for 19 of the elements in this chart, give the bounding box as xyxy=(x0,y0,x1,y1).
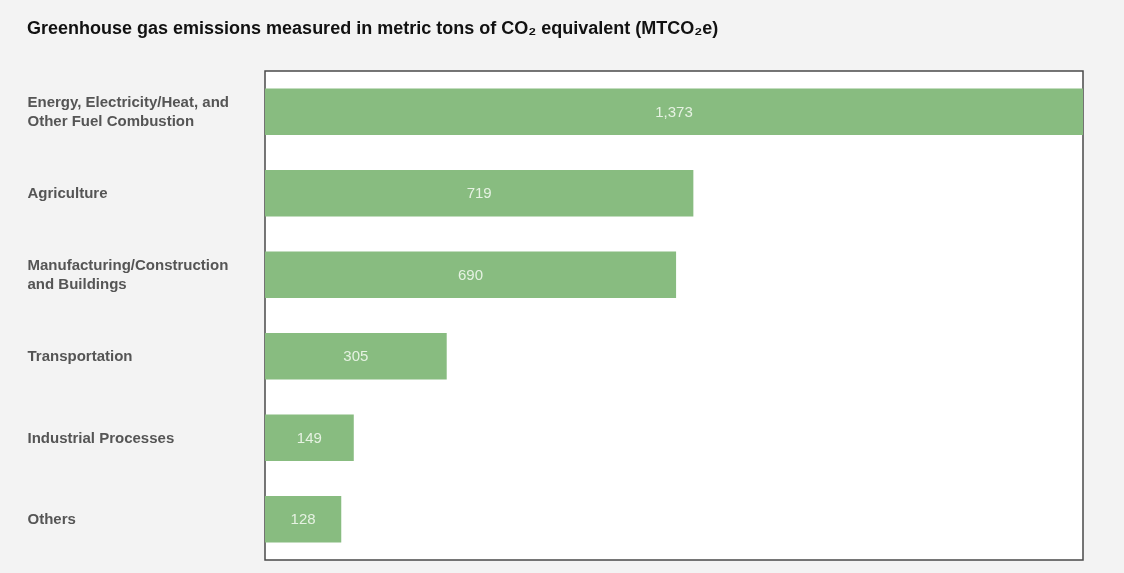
bar xyxy=(265,414,354,461)
y-tick-label: Energy, Electricity/Heat, and Other Fuel Combustion xyxy=(27,93,229,130)
data-label: 305 xyxy=(343,347,369,365)
data-label: 719 xyxy=(466,184,492,202)
bar xyxy=(265,496,342,543)
chart-title: Greenhouse gas emissions measured in metric tons of CO₂ equivalent (MTCO₂e) xyxy=(27,18,719,38)
bar xyxy=(265,170,694,217)
y-tick-label: Transportation xyxy=(27,347,133,365)
y-tick-label: Others xyxy=(27,510,76,528)
data-label: 149 xyxy=(296,428,322,446)
y-tick-label: Manufacturing/Construction and Buildings xyxy=(27,256,229,293)
bar xyxy=(265,333,447,380)
data-label: 1,373 xyxy=(655,102,693,120)
data-label: 690 xyxy=(458,265,484,283)
bar xyxy=(265,88,1083,135)
data-label: 128 xyxy=(290,510,316,528)
y-tick-label: Agriculture xyxy=(27,184,108,202)
y-tick-label: Industrial Processes xyxy=(27,428,175,446)
bar xyxy=(265,251,677,298)
